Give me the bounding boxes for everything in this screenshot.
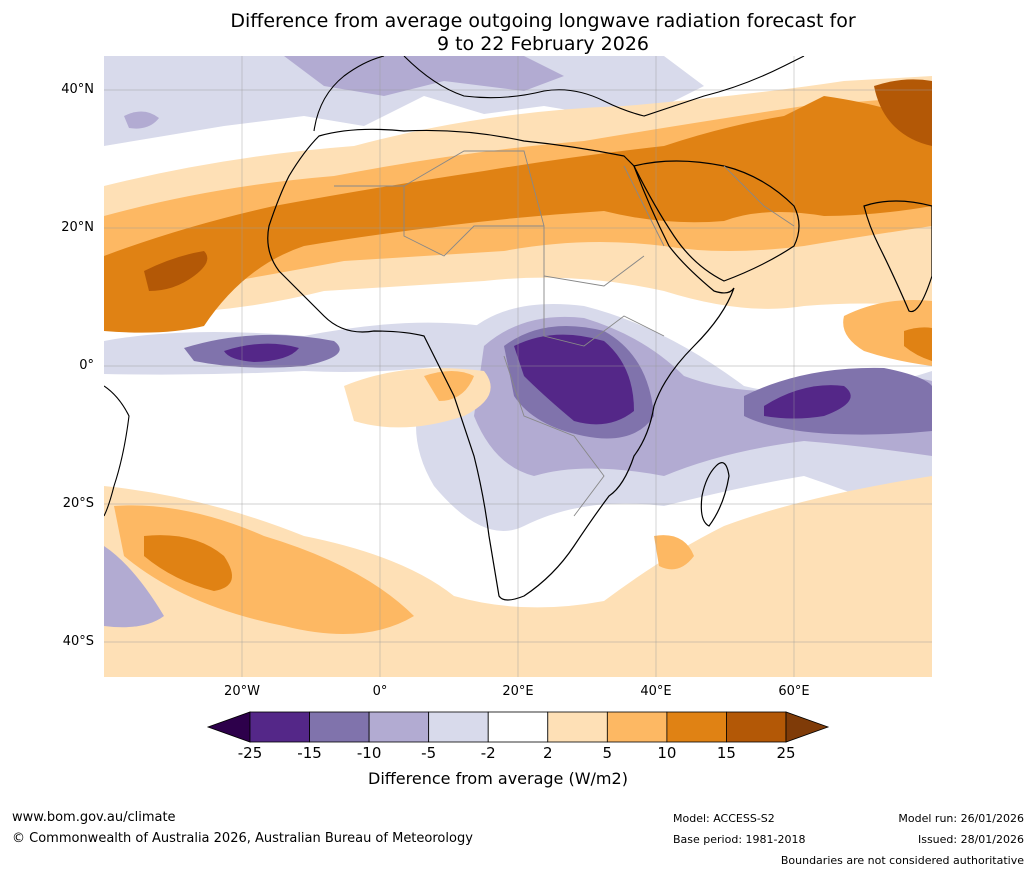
border-red-sea [623, 165, 665, 247]
lon-label-0: 0° [372, 684, 388, 699]
footer-model-run: Model run: 26/01/2026 [898, 812, 1024, 825]
anomaly-region-middle-east-brown [874, 79, 932, 146]
graticule [104, 56, 932, 677]
anomaly-region-south-atlantic-dark-orange [144, 535, 232, 591]
colorbar-bands [249, 711, 787, 743]
colorbar-band [428, 711, 489, 743]
colorbar-band [606, 711, 668, 743]
colorbar-band [547, 711, 608, 743]
footer-base-period: Base period: 1981-2018 [673, 833, 806, 846]
border-arabia [723, 165, 795, 227]
country-borders [334, 150, 795, 517]
olr-anomaly-map [104, 56, 932, 677]
border-south [503, 355, 605, 517]
colorbar-tick-label: 15 [716, 744, 736, 762]
anomaly-region-indian-ocean-dark-purple [764, 385, 851, 419]
map-svg [104, 56, 932, 677]
colorbar-band [368, 711, 430, 743]
border-central [543, 276, 665, 347]
title-line-2: 9 to 22 February 2026 [436, 33, 650, 55]
lat-label-20s: 20°S [62, 496, 94, 511]
footer-model: Model: ACCESS-S2 [673, 812, 775, 825]
anomaly-region-india-dark-orange [904, 327, 932, 361]
anomaly-region-central-africa-dark-purple [514, 334, 634, 425]
lat-label-20n: 20°N [61, 220, 94, 235]
colorbar-title: Difference from average (W/m2) [368, 769, 628, 788]
south-america-coastline [104, 385, 130, 517]
arabia-coastline [633, 160, 800, 282]
madagascar-coastline [700, 462, 730, 527]
colorbar-band [249, 711, 310, 743]
colorbar-band [487, 711, 549, 743]
lat-label-0: 0° [79, 358, 94, 373]
colorbar-tick-label: 2 [542, 744, 553, 762]
colorbar-tick-label: -5 [421, 744, 437, 762]
anomaly-region-south-west-light-purple [104, 546, 164, 628]
anomaly-region-europe-purple [284, 56, 564, 96]
colorbar-tick-label: -10 [356, 744, 382, 762]
lat-label-40n: 40°N [61, 82, 94, 97]
footer-copyright: © Commonwealth of Australia 2026, Austra… [12, 831, 473, 846]
lat-label-40s: 40°S [62, 634, 94, 649]
anomaly-region-atlantic-brown [144, 251, 208, 291]
colorbar-tick-label: -15 [297, 744, 322, 762]
footer-issued: Issued: 28/01/2026 [917, 833, 1024, 846]
footer-disclaimer: Boundaries are not considered authoritat… [780, 854, 1024, 867]
footer-url: www.bom.gov.au/climate [12, 810, 176, 825]
colorbar-band [309, 711, 370, 743]
lon-label-20e: 20°E [502, 684, 534, 699]
colorbar-tick-label: -2 [480, 744, 496, 762]
title-line-1: Difference from average outgoing longwav… [230, 10, 856, 32]
colorbar-band [666, 711, 727, 743]
india-coastline [863, 200, 932, 313]
map-title: Difference from average outgoing longwav… [0, 10, 1035, 56]
anomaly-region-atlantic-purple-spot [124, 111, 159, 129]
colorbar-band [726, 711, 787, 743]
colorbar-tick-label: -25 [237, 744, 263, 762]
colorbar-tick-label: 10 [657, 744, 677, 762]
lon-label-60e: 60°E [778, 684, 810, 699]
colorbar-tick-label: 25 [776, 744, 796, 762]
anomaly-region-south-atlantic-orange [114, 505, 414, 634]
lon-label-20w: 20°W [224, 684, 260, 699]
lon-label-40e: 40°E [640, 684, 672, 699]
border-north-africa [403, 150, 545, 227]
anomaly-region-equatorial-atlantic-dark-purple [224, 343, 299, 362]
europe-coastline [313, 56, 805, 132]
border-sahel [334, 185, 645, 287]
colorbar-tick-label: 5 [602, 744, 613, 762]
anomaly-region-southern-indian-orange [654, 535, 694, 570]
colorbar-below-arrow [206, 711, 251, 743]
colorbar-above-arrow [785, 711, 830, 743]
